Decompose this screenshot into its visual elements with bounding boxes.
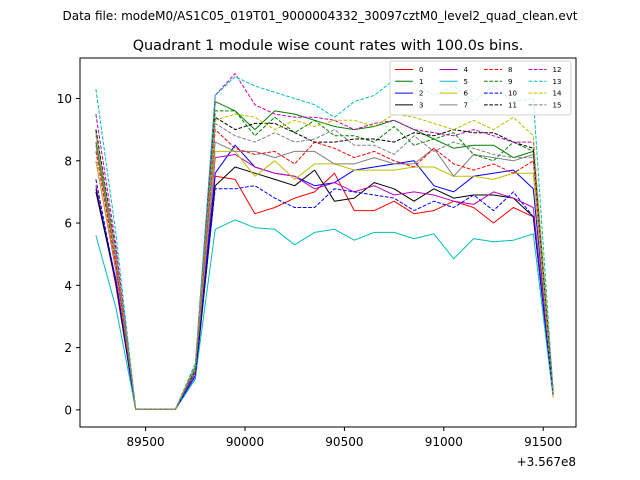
y-tick-label: 4 — [64, 279, 72, 293]
legend-label: 11 — [508, 101, 517, 109]
legend-label: 12 — [553, 66, 562, 74]
x-tick-label: 91000 — [425, 435, 463, 449]
y-axis: 0 2 4 6 8 10 — [57, 92, 80, 417]
legend-label: 13 — [553, 78, 562, 86]
x-axis: 89500 90000 90500 91000 91500 — [127, 427, 562, 449]
series-line-15 — [95, 122, 554, 410]
legend-label: 1 — [419, 78, 423, 86]
plot-frame — [79, 57, 577, 428]
x-tick-label: 89500 — [127, 435, 165, 449]
chart-title: Quadrant 1 module wise count rates with … — [133, 38, 524, 54]
y-tick-label: 0 — [64, 403, 72, 417]
legend-label: 15 — [553, 101, 562, 109]
figure-suptitle: Data file: modeM0/AS1C05_019T01_90000043… — [62, 9, 577, 23]
x-tick-label: 91500 — [524, 435, 562, 449]
y-tick-label: 6 — [64, 217, 72, 231]
x-tick-label: 90500 — [325, 435, 363, 449]
legend-label: 14 — [553, 90, 562, 98]
y-tick-label: 10 — [57, 92, 72, 106]
legend-label: 0 — [419, 66, 423, 74]
series-line-10 — [95, 179, 554, 410]
legend-label: 5 — [464, 78, 468, 86]
legend-label: 4 — [464, 66, 469, 74]
series-layer — [95, 73, 554, 410]
x-axis-offset-label: +3.567e8 — [517, 455, 576, 469]
y-tick-label: 2 — [64, 341, 72, 355]
legend-label: 2 — [419, 90, 423, 98]
legend-box — [389, 60, 572, 116]
legend-label: 6 — [464, 90, 469, 98]
legend-label: 9 — [508, 78, 512, 86]
legend-label: 10 — [508, 90, 517, 98]
y-tick-label: 8 — [64, 154, 72, 168]
legend-label: 7 — [464, 101, 468, 109]
legend-label: 3 — [419, 101, 423, 109]
legend-label: 8 — [508, 66, 512, 74]
x-tick-label: 90000 — [226, 435, 264, 449]
